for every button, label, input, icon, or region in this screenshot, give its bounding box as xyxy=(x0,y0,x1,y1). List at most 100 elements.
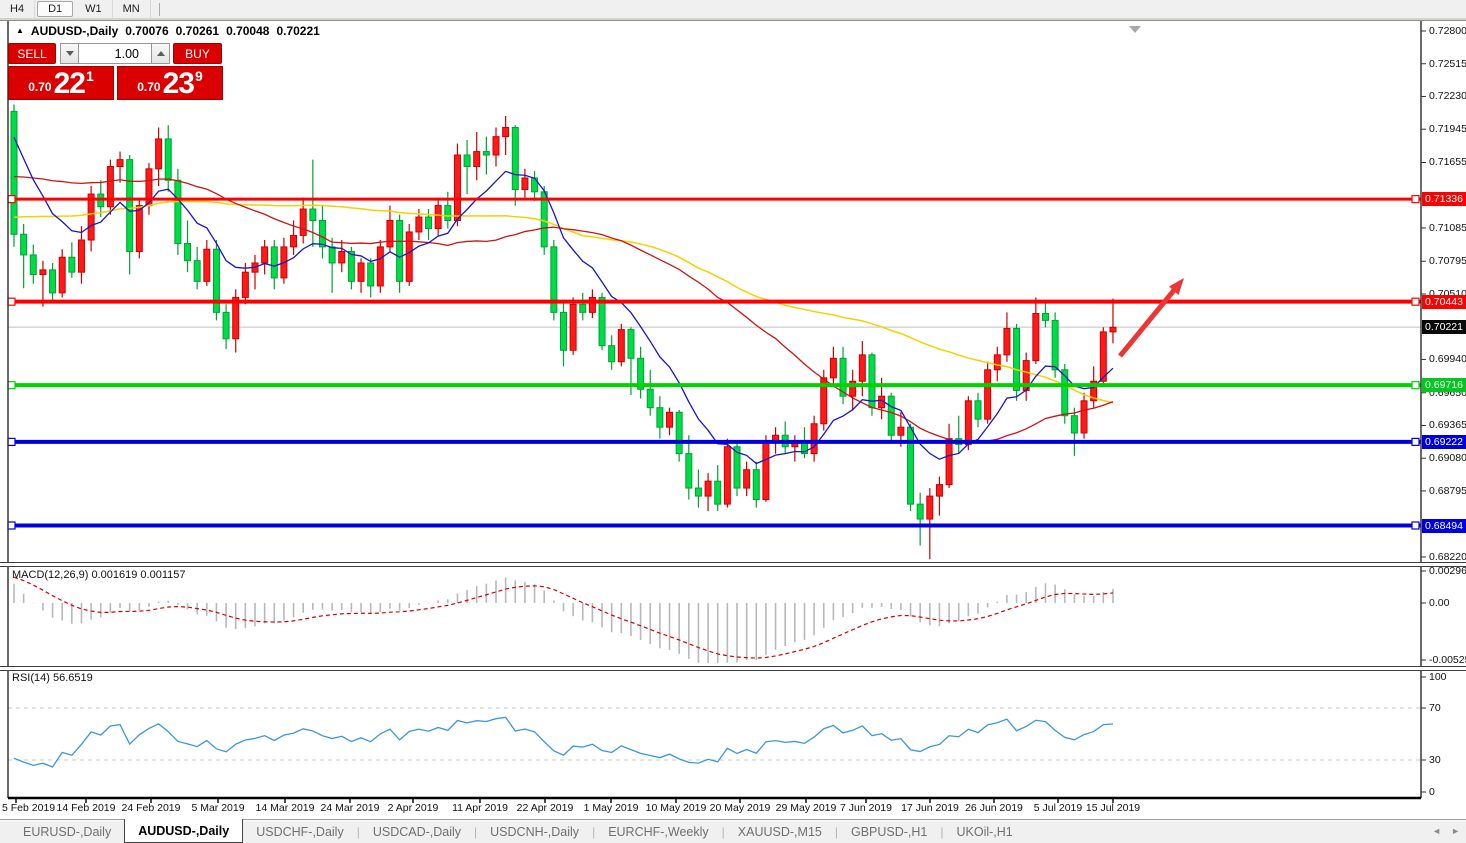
volume-input[interactable] xyxy=(79,43,151,64)
macd-panel-divider[interactable] xyxy=(0,562,1466,567)
tab-xauusd-m15[interactable]: XAUUSD-,M15 xyxy=(737,825,822,839)
date-tick-label: 5 Jul 2019 xyxy=(1033,802,1083,814)
chevron-down-icon[interactable] xyxy=(1129,26,1141,33)
buy-price-pip: 9 xyxy=(194,68,203,84)
price-badge: 0.68494 xyxy=(1422,518,1466,533)
price-tick-label: 0.72800 xyxy=(1429,25,1466,37)
date-tick-label: 14 Mar 2019 xyxy=(255,802,315,814)
toolbar-divider xyxy=(158,2,160,16)
date-tick-label: 14 Feb 2019 xyxy=(56,802,116,814)
ohlc-open: 0.70076 xyxy=(125,24,169,38)
arrow-down-icon xyxy=(65,51,74,56)
price-tick-label: 0.69940 xyxy=(1429,353,1466,366)
timeframe-toolbar: H4 D1 W1 MN xyxy=(0,0,1466,18)
date-tick-label: 1 May 2019 xyxy=(583,802,639,814)
macd-label: MACD(12,26,9) 0.001619 0.001157 xyxy=(12,569,186,581)
sell-button[interactable]: SELL xyxy=(8,43,56,64)
price-tick-label: 0.71655 xyxy=(1429,156,1466,169)
date-tick-label: 10 May 2019 xyxy=(645,802,707,814)
symbol-name: AUDUSD-,Daily xyxy=(30,24,119,38)
date-tick-label: 5 Feb 2019 xyxy=(2,802,56,814)
tab-scroll-arrows: ◄ ► xyxy=(1432,826,1460,836)
tab-scroll-right-icon[interactable]: ► xyxy=(1451,826,1460,836)
date-tick-label: 26 Jun 2019 xyxy=(965,802,1023,814)
tab-usdchf-daily[interactable]: USDCHF-,Daily xyxy=(256,825,344,839)
tab-separator: | xyxy=(474,825,478,839)
tab-scroll-left-icon[interactable]: ◄ xyxy=(1432,826,1442,836)
one-click-trade-panel: SELL BUY 0.70 22 1 0.70 23 9 xyxy=(8,43,223,100)
price-tick-label: 0.68220 xyxy=(1429,550,1466,563)
price-badge: 0.71336 xyxy=(1422,192,1466,207)
rsi-scale-label: 30 xyxy=(1429,754,1441,766)
price-badge: 0.69716 xyxy=(1422,378,1466,393)
sell-price-pip: 1 xyxy=(85,68,94,84)
rsi-scale-label: 0 xyxy=(1429,786,1435,798)
ohlc-low: 0.70048 xyxy=(226,24,270,38)
date-tick-label: 20 May 2019 xyxy=(709,802,771,814)
price-badge: 0.70221 xyxy=(1422,320,1466,335)
timeframe-button-w1[interactable]: W1 xyxy=(75,0,113,18)
buy-price-panel[interactable]: 0.70 23 9 xyxy=(117,66,223,100)
sell-price-big: 22 xyxy=(53,67,86,100)
tab-usdcnh-daily[interactable]: USDCNH-,Daily xyxy=(490,825,580,839)
date-tick-label: 24 Feb 2019 xyxy=(121,802,181,814)
macd-scale-label: -0.005255 xyxy=(1429,654,1466,666)
rsi-scale-label: 100 xyxy=(1429,671,1447,683)
volume-decrease-button[interactable] xyxy=(60,43,79,64)
buy-price-big: 23 xyxy=(162,67,195,100)
ohlc-close: 0.70221 xyxy=(276,24,320,38)
date-tick-label: 17 Jun 2019 xyxy=(901,802,959,814)
tab-separator: | xyxy=(592,825,596,839)
rsi-scale-label: 70 xyxy=(1429,702,1441,714)
macd-scale-label: 0.002962 xyxy=(1429,565,1466,577)
timeframe-button-d1[interactable]: D1 xyxy=(37,1,74,17)
price-chart[interactable] xyxy=(0,21,1466,821)
price-badge: 0.70443 xyxy=(1422,294,1466,309)
arrow-up-icon xyxy=(156,51,165,56)
rsi-label: RSI(14) 56.6519 xyxy=(12,672,93,684)
chart-title: ▲ AUDUSD-,Daily 0.70076 0.70261 0.70048 … xyxy=(16,24,320,38)
tab-eurusd-daily[interactable]: EURUSD-,Daily xyxy=(23,825,112,839)
macd-values: 0.001619 0.001157 xyxy=(91,569,186,581)
date-tick-label: 15 Jul 2019 xyxy=(1085,802,1141,814)
buy-button[interactable]: BUY xyxy=(173,43,222,64)
symbol-tab-bar: EURUSD-,Daily AUDUSD-,Daily USDCHF-,Daily |… xyxy=(0,819,1466,843)
price-tick-label: 0.71945 xyxy=(1429,123,1466,136)
expand-arrow-icon[interactable]: ▲ xyxy=(16,25,24,35)
date-tick-label: 29 May 2019 xyxy=(775,802,837,814)
window-edge xyxy=(0,18,1466,21)
tab-bar-groove xyxy=(0,819,1466,821)
price-tick-label: 0.69365 xyxy=(1429,419,1466,432)
tab-separator: | xyxy=(721,825,725,839)
sell-price-small: 0.70 xyxy=(28,80,52,94)
date-tick-label: 22 Apr 2019 xyxy=(516,802,574,814)
date-tick-label: 2 Apr 2019 xyxy=(387,802,439,814)
timeframe-button-h4[interactable]: H4 xyxy=(0,0,36,18)
chart-canvas[interactable] xyxy=(0,21,1466,821)
price-tick-label: 0.71085 xyxy=(1429,221,1466,234)
date-tick-label: 7 Jun 2019 xyxy=(840,802,892,814)
date-tick-label: 5 Mar 2019 xyxy=(191,802,245,814)
price-tick-label: 0.68795 xyxy=(1429,484,1466,497)
price-tick-label: 0.72515 xyxy=(1429,57,1466,70)
tab-ukoil-h1[interactable]: UKOil-,H1 xyxy=(956,825,1013,839)
tab-gbpusd-h1[interactable]: GBPUSD-,H1 xyxy=(850,825,928,839)
price-badge: 0.69222 xyxy=(1422,434,1466,449)
rsi-value: 56.6519 xyxy=(52,672,93,684)
tab-usdcad-daily[interactable]: USDCAD-,Daily xyxy=(372,825,462,839)
price-tick-label: 0.69080 xyxy=(1429,452,1466,465)
tab-eurchf-weekly[interactable]: EURCHF-,Weekly xyxy=(608,825,709,839)
ohlc-high: 0.70261 xyxy=(175,24,220,38)
tab-audusd-daily[interactable]: AUDUSD-,Daily xyxy=(124,819,244,843)
tab-separator: | xyxy=(834,825,838,839)
price-tick-label: 0.70795 xyxy=(1429,255,1466,268)
volume-increase-button[interactable] xyxy=(151,43,170,64)
date-tick-label: 24 Mar 2019 xyxy=(320,802,380,814)
tab-separator: | xyxy=(356,825,360,839)
buy-price-small: 0.70 xyxy=(137,80,161,94)
rsi-panel-divider[interactable] xyxy=(0,666,1466,671)
date-tick-label: 11 Apr 2019 xyxy=(452,802,508,814)
sell-price-panel[interactable]: 0.70 22 1 xyxy=(8,66,114,100)
macd-scale-label: 0.00 xyxy=(1429,597,1450,609)
timeframe-button-mn[interactable]: MN xyxy=(113,0,151,18)
